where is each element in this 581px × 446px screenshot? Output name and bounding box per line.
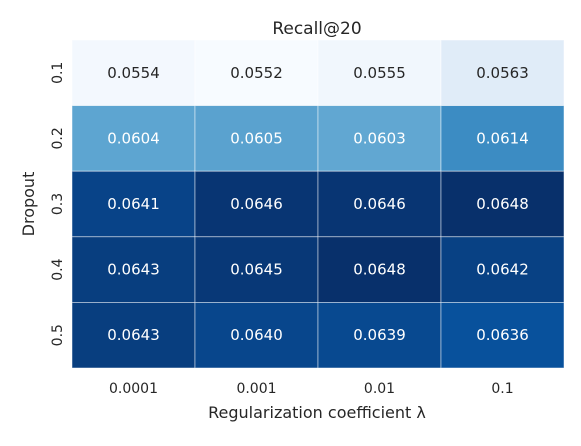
heatmap-cell <box>317 236 442 303</box>
y-tick-label: 0.1 <box>50 62 66 84</box>
x-tick-label: 0.01 <box>364 381 395 397</box>
heatmap-cell <box>194 236 319 303</box>
cell-value-label: 0.0639 <box>353 326 406 344</box>
cell-value-label: 0.0646 <box>353 195 406 213</box>
cell-value-label: 0.0643 <box>107 326 160 344</box>
y-tick-labels: 0.1 0.2 0.3 0.4 0.5 <box>50 62 66 347</box>
x-tick-label: 0.001 <box>236 381 276 397</box>
heatmap-cell <box>71 105 196 172</box>
heatmap-cells: 0.0554 0.0552 0.0555 0.0563 0.0604 0.0605 0.06… <box>71 39 565 369</box>
heatmap-cell <box>440 236 565 303</box>
heatmap-cell <box>71 301 196 369</box>
heatmap-cell <box>194 39 319 106</box>
heatmap-cell <box>71 39 196 106</box>
cell-value-label: 0.0554 <box>107 64 160 82</box>
cell-value-label: 0.0563 <box>476 64 529 82</box>
heatmap-cell <box>71 236 196 303</box>
heatmap-cell <box>317 39 442 106</box>
cell-value-label: 0.0641 <box>107 195 160 213</box>
cell-value-label: 0.0636 <box>476 326 529 344</box>
cell-value-label: 0.0646 <box>230 195 283 213</box>
cell-value-label: 0.0614 <box>476 129 529 147</box>
heatmap-cell <box>440 301 565 369</box>
y-tick-label: 0.5 <box>50 324 66 346</box>
heatmap-cell <box>194 301 319 369</box>
cell-value-label: 0.0552 <box>230 64 283 82</box>
cell-value-label: 0.0642 <box>476 261 529 279</box>
x-axis-label: Regularization coefficient λ <box>208 403 426 422</box>
x-tick-label: 0.1 <box>491 381 513 397</box>
cell-value-label: 0.0640 <box>230 326 283 344</box>
y-tick-label: 0.2 <box>50 127 66 149</box>
x-tick-label: 0.0001 <box>109 381 158 397</box>
y-tick-label: 0.4 <box>50 258 66 280</box>
cell-value-label: 0.0605 <box>230 129 283 147</box>
cell-value-label: 0.0648 <box>353 261 406 279</box>
cell-value-label: 0.0645 <box>230 261 283 279</box>
cell-value-label: 0.0603 <box>353 129 406 147</box>
heatmap-cell <box>440 39 565 106</box>
cell-value-label: 0.0604 <box>107 129 160 147</box>
heatmap-cell <box>194 105 319 172</box>
heatmap-cell <box>440 105 565 172</box>
y-tick-label: 0.3 <box>50 193 66 215</box>
heatmap-cell <box>194 170 319 238</box>
cell-value-label: 0.0555 <box>353 64 406 82</box>
cell-value-label: 0.0648 <box>476 195 529 213</box>
x-tick-labels: 0.0001 0.001 0.01 0.1 <box>109 381 514 397</box>
y-axis-label: Dropout <box>19 172 38 237</box>
heatmap-cell <box>440 170 565 238</box>
cell-value-label: 0.0643 <box>107 261 160 279</box>
chart-title: Recall@20 <box>272 19 361 39</box>
heatmap-cell <box>317 301 442 369</box>
